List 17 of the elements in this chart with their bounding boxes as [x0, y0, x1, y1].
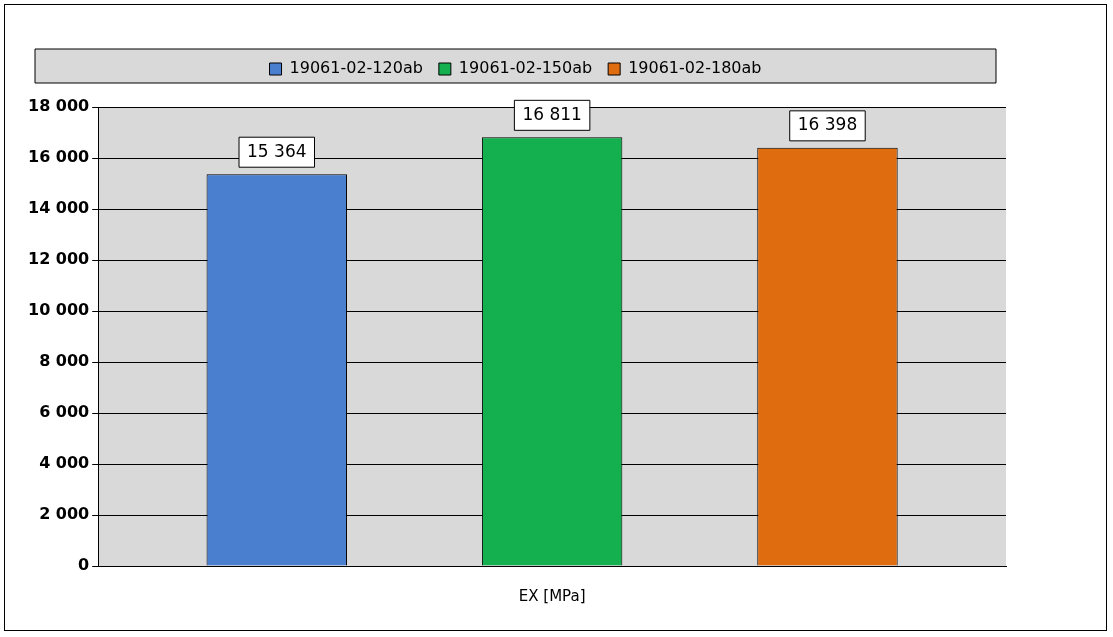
y-tick-label: 16 000	[28, 147, 90, 167]
legend-label: 19061-02-180ab	[628, 58, 762, 78]
y-tick-label: 8 000	[39, 351, 90, 371]
y-tick-label: 18 000	[28, 96, 90, 116]
y-tick-label: 0	[78, 555, 90, 575]
y-tick-label: 12 000	[28, 249, 90, 269]
legend-label: 19061-02-120ab	[289, 58, 423, 78]
y-tick-label: 6 000	[39, 402, 90, 422]
y-tick-label: 10 000	[28, 300, 90, 320]
data-label: 15 364	[247, 140, 307, 161]
data-label: 16 398	[797, 114, 858, 135]
y-tick-label: 4 000	[39, 453, 90, 473]
data-label: 16 811	[522, 103, 582, 124]
x-tick-label: EX [MPa]	[518, 586, 586, 605]
y-tick-label: 14 000	[28, 198, 90, 218]
legend-label: 19061-02-150ab	[458, 58, 593, 78]
y-tick-label: 2 000	[39, 504, 90, 524]
